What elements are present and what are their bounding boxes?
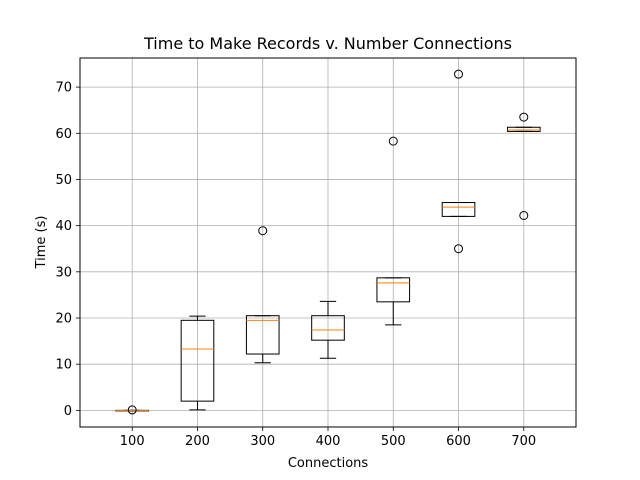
box-group-500 bbox=[376, 136, 411, 326]
x-tick-label: 100 bbox=[120, 434, 145, 449]
chart-title: Time to Make Records v. Number Connectio… bbox=[143, 34, 512, 53]
axes-frame bbox=[79, 57, 577, 428]
y-tick-label: 20 bbox=[55, 312, 72, 327]
x-tick-label: 600 bbox=[446, 434, 471, 449]
box-group-200 bbox=[180, 315, 215, 411]
iqr-box bbox=[245, 315, 280, 355]
y-tick-label: 10 bbox=[55, 358, 72, 373]
flier-point bbox=[454, 69, 464, 79]
x-tick-label: 200 bbox=[185, 434, 210, 449]
y-tick-label: 40 bbox=[55, 219, 72, 234]
box-group-700 bbox=[506, 112, 541, 220]
y-tick-label: 60 bbox=[55, 127, 72, 142]
box-group-600 bbox=[441, 69, 476, 254]
y-tick-label: 70 bbox=[55, 81, 72, 96]
flier-point bbox=[454, 244, 464, 254]
x-axis-label: Connections bbox=[288, 456, 369, 471]
flier-point bbox=[519, 210, 529, 220]
boxes bbox=[115, 69, 541, 415]
y-tick-label: 50 bbox=[55, 173, 72, 188]
flier-point bbox=[388, 136, 398, 146]
iqr-box bbox=[376, 277, 411, 303]
flier-point bbox=[127, 405, 137, 415]
box-group-300 bbox=[245, 226, 280, 364]
x-tick-label: 700 bbox=[511, 434, 536, 449]
grid bbox=[80, 58, 576, 427]
iqr-box bbox=[441, 202, 476, 217]
x-tick-label: 500 bbox=[381, 434, 406, 449]
y-tick-label: 0 bbox=[64, 404, 72, 419]
iqr-box bbox=[180, 319, 215, 402]
x-tick-label: 300 bbox=[250, 434, 275, 449]
ticks: 0 10 20 30 40 50 60 70 100 200 300 400 500 600 700 bbox=[55, 81, 536, 449]
flier-point bbox=[258, 226, 268, 236]
flier-point bbox=[519, 112, 529, 122]
y-axis-label: Time (s) bbox=[34, 216, 49, 270]
box-group-100 bbox=[115, 405, 150, 415]
box-group-400 bbox=[311, 300, 345, 359]
iqr-box bbox=[506, 126, 541, 132]
x-tick-label: 400 bbox=[316, 434, 341, 449]
y-tick-label: 30 bbox=[55, 265, 72, 280]
iqr-box bbox=[311, 315, 345, 341]
